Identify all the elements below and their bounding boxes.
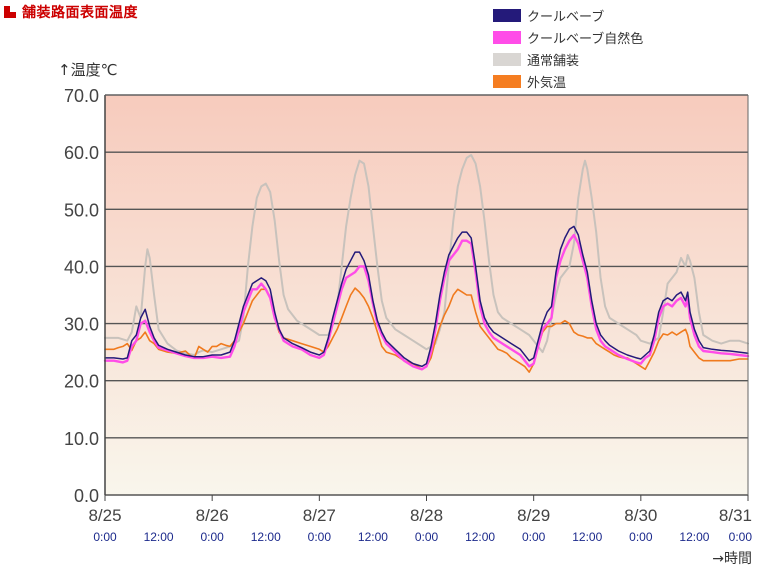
y-tick-label: 20.0: [64, 372, 99, 392]
series-line-2: [103, 233, 750, 371]
x-date-label: 8/26: [196, 506, 229, 525]
legend-swatch: [493, 8, 521, 22]
y-tick-label: 10.0: [64, 429, 99, 449]
x-time-label: 0:00: [629, 530, 653, 544]
x-date-label: 8/30: [624, 506, 657, 525]
x-time-label: 0:00: [200, 530, 224, 544]
legend-item: 通常舗装: [493, 48, 643, 70]
x-time-label: 12:00: [358, 530, 388, 544]
y-tick-label: 0.0: [74, 486, 99, 506]
y-tick-label: 60.0: [64, 143, 99, 163]
chart-title-group: 舗装路面表面温度: [4, 2, 138, 22]
x-time-label: 12:00: [251, 530, 281, 544]
legend-label: クールベーブ自然色: [527, 31, 644, 47]
x-time-label: 12:00: [679, 530, 709, 544]
legend: クールベーブクールベーブ自然色 通常舗装外気温: [493, 4, 643, 92]
x-date-label: 8/28: [410, 506, 443, 525]
x-time-label: 12:00: [144, 530, 174, 544]
axis-labels: 0.0 10.0 20.0 30.0 40.0 50.0 60.0 70.0 8/25 8/26 8…: [58, 61, 752, 567]
series-line-3: [104, 225, 749, 368]
y-tick-label: 40.0: [64, 257, 99, 277]
legend-item: クールベーブ: [493, 4, 643, 26]
legend-item: クールベーブ自然色: [493, 26, 643, 48]
legend-label: クールベーブ: [527, 9, 605, 25]
series-lines: [103, 154, 750, 373]
y-tick-label: 50.0: [64, 200, 99, 220]
x-date-label: 8/27: [303, 506, 336, 525]
y-tick-label: 70.0: [64, 86, 99, 106]
legend-swatch: [493, 74, 521, 88]
plot-area: [105, 95, 748, 495]
x-date-label: 8/25: [88, 506, 121, 525]
title-marker-icon: [4, 6, 16, 18]
x-time-label: 0:00: [522, 530, 546, 544]
x-time-label: 0:00: [308, 530, 332, 544]
axes: [104, 94, 749, 501]
x-axis-title: →時間: [712, 551, 752, 567]
x-time-label: 0:00: [415, 530, 439, 544]
legend-item: 外気温: [493, 70, 643, 92]
x-date-label: 8/31: [719, 506, 752, 525]
y-tick-label: 30.0: [64, 315, 99, 335]
legend-swatch: [493, 52, 521, 66]
x-time-label: 0:00: [729, 530, 753, 544]
x-time-label: 12:00: [572, 530, 602, 544]
y-axis-title: ↑温度℃: [58, 61, 117, 79]
x-time-label: 0:00: [93, 530, 117, 544]
x-date-label: 8/29: [517, 506, 550, 525]
x-time-label: 12:00: [465, 530, 495, 544]
chart-title: 舗装路面表面温度: [22, 5, 138, 21]
legend-label: 外気温: [527, 75, 567, 91]
legend-label: 通常舗装: [527, 53, 580, 69]
legend-swatch: [493, 30, 521, 44]
